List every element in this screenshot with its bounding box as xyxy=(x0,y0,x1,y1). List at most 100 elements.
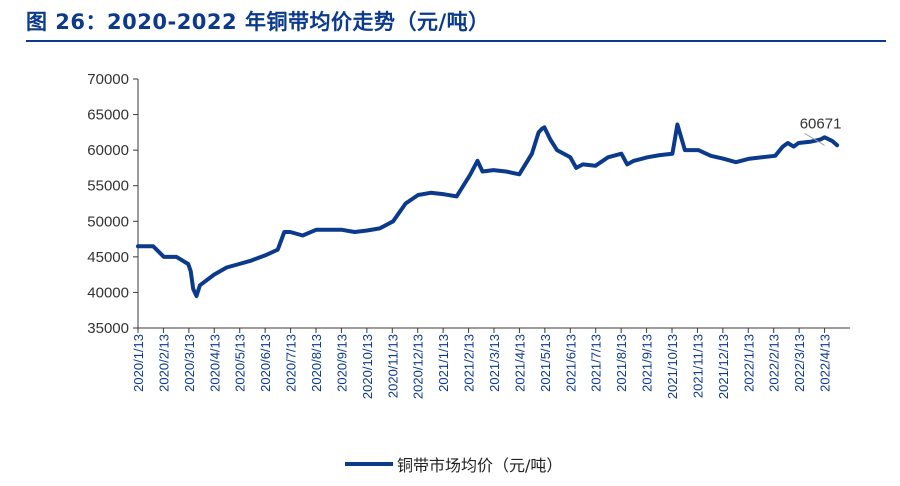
x-tick-label: 2021/1/13 xyxy=(436,334,451,392)
x-tick-label: 2021/11/13 xyxy=(690,334,705,398)
series-point xyxy=(491,168,495,172)
x-tick-label: 2020/10/13 xyxy=(360,334,375,399)
series-point xyxy=(136,244,140,248)
x-tick-label: 2021/3/13 xyxy=(487,334,502,392)
x-tick-label: 2020/6/13 xyxy=(258,334,273,392)
y-tick-label: 50000 xyxy=(87,213,129,230)
series-point xyxy=(606,155,610,159)
series-point xyxy=(288,230,292,234)
y-tick-label: 40000 xyxy=(87,284,129,301)
x-tick-label: 2020/2/13 xyxy=(156,334,171,392)
series-point xyxy=(574,166,578,170)
series-point xyxy=(468,173,472,177)
title-bar: 图 26：2020-2022 年铜带均价走势（元/吨） xyxy=(0,0,900,44)
series-point xyxy=(151,244,155,248)
x-tick-label: 2020/9/13 xyxy=(334,334,349,392)
chart-axes xyxy=(137,79,850,329)
series-point xyxy=(675,123,679,126)
series-point xyxy=(429,191,433,195)
series-point xyxy=(314,228,318,232)
x-tick-label: 2020/3/13 xyxy=(182,334,197,392)
x-tick-label: 2021/10/13 xyxy=(665,334,680,399)
series-point xyxy=(835,143,839,147)
series-point xyxy=(276,248,280,252)
series-line xyxy=(136,122,840,298)
series-point xyxy=(191,287,195,291)
series-point xyxy=(481,170,484,173)
y-tick-label: 55000 xyxy=(87,178,129,195)
series-point xyxy=(734,160,738,164)
series-point xyxy=(455,194,459,198)
series-point xyxy=(189,269,193,273)
x-tick-label: 2021/9/13 xyxy=(640,334,655,392)
series-point xyxy=(353,230,357,234)
series-point xyxy=(327,228,331,232)
legend-swatch xyxy=(345,462,393,466)
x-tick-label: 2020/5/13 xyxy=(233,334,248,392)
series-point xyxy=(162,255,166,259)
series-point xyxy=(792,145,796,149)
series-point xyxy=(658,153,662,157)
series-point xyxy=(625,162,629,166)
series-point xyxy=(823,135,827,139)
series-point xyxy=(786,141,790,145)
series-point xyxy=(809,140,813,144)
y-axis-ticks: 35000 40000 45000 50000 55000 60000 65000 70000 xyxy=(87,71,138,337)
annotation-group: 60671 xyxy=(800,115,842,146)
series-point xyxy=(593,164,597,168)
series-point xyxy=(773,154,777,158)
x-tick-label: 2021/2/13 xyxy=(462,334,477,392)
series-point xyxy=(365,229,369,232)
series-point xyxy=(797,141,801,145)
x-tick-label: 2020/12/13 xyxy=(411,334,426,399)
series-point xyxy=(517,172,521,176)
annotation-label: 60671 xyxy=(800,115,842,132)
series-point xyxy=(548,138,552,141)
series-point xyxy=(542,125,546,129)
x-tick-label: 2022/1/13 xyxy=(741,334,756,392)
series-point xyxy=(830,139,834,143)
series-point xyxy=(340,228,344,232)
y-tick-label: 60000 xyxy=(87,142,129,159)
series-point xyxy=(568,155,572,159)
series-point xyxy=(581,162,585,166)
series-point xyxy=(250,258,254,262)
x-tick-label: 2020/11/13 xyxy=(385,334,400,398)
series-point xyxy=(416,193,420,197)
series-point xyxy=(225,266,229,269)
series-point xyxy=(781,145,785,149)
series-point xyxy=(818,138,822,141)
series-point xyxy=(683,148,687,152)
series-point xyxy=(378,226,382,230)
legend: 铜带市场均价（元/吨） xyxy=(345,452,562,476)
series-point xyxy=(186,262,190,266)
x-tick-label: 2022/2/13 xyxy=(767,334,782,392)
x-axis-ticks: 2020/1/13 2020/2/13 2020/3/13 2020/4/13 2020… xyxy=(131,328,833,399)
series-point xyxy=(530,152,534,156)
series-point xyxy=(404,202,408,205)
x-tick-label: 2021/5/13 xyxy=(538,334,553,392)
x-tick-label: 2020/8/13 xyxy=(309,334,324,392)
series-point xyxy=(282,230,286,234)
series-point xyxy=(391,219,395,223)
y-tick-label: 65000 xyxy=(87,107,129,124)
y-tick-label: 70000 xyxy=(87,71,129,88)
legend-label: 铜带市场均价（元/吨） xyxy=(397,456,563,475)
series-point xyxy=(476,159,479,163)
x-tick-label: 2022/3/13 xyxy=(792,334,807,392)
series-point xyxy=(619,152,623,156)
title-divider xyxy=(26,40,886,42)
series-point xyxy=(198,283,202,287)
x-tick-label: 2021/4/13 xyxy=(512,334,527,392)
series-point xyxy=(760,155,764,159)
series-point xyxy=(721,157,725,161)
series-point xyxy=(537,130,541,134)
annotation-leader xyxy=(804,132,825,146)
x-tick-label: 2021/8/13 xyxy=(614,334,629,392)
x-tick-label: 2021/6/13 xyxy=(563,334,578,392)
x-tick-label: 2020/1/13 xyxy=(131,334,146,392)
y-tick-label: 45000 xyxy=(87,249,129,266)
series-point xyxy=(696,148,700,152)
x-tick-label: 2021/7/13 xyxy=(589,334,604,392)
